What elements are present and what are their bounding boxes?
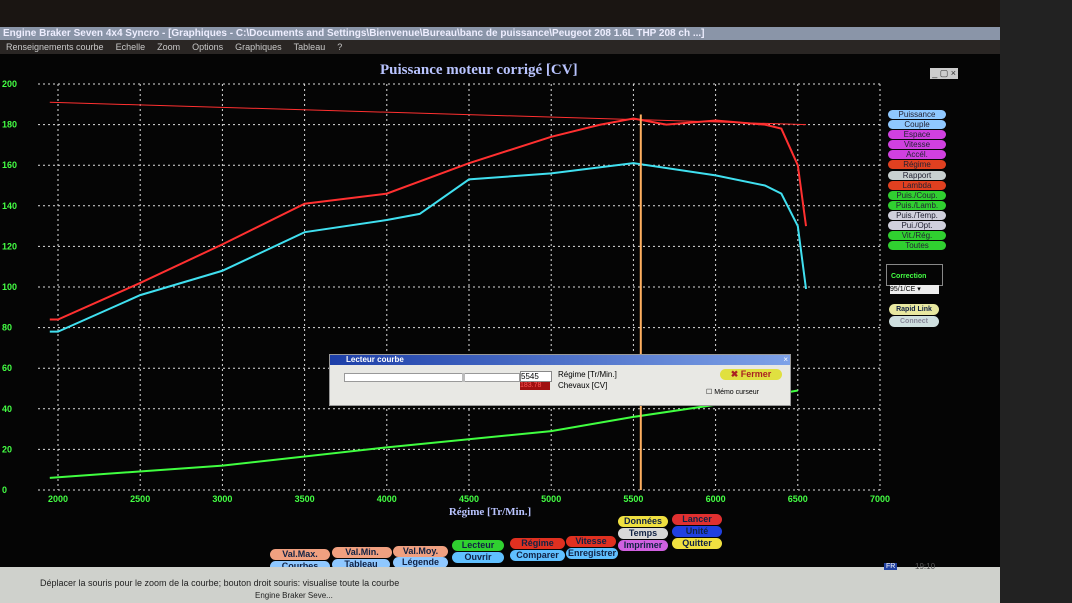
y-tick-label: 120 [2, 241, 17, 251]
button-valmin[interactable]: Val.Min. [332, 547, 392, 558]
legend-button-12[interactable]: Vit./Rég. [888, 231, 946, 241]
button-vitesse[interactable]: Vitesse [566, 536, 616, 547]
memo-cursor-checkbox[interactable]: ☐ Mémo curseur [706, 389, 759, 396]
x-tick-label: 6000 [706, 494, 726, 504]
legend-button-8[interactable]: Puis./Coup. [888, 190, 946, 200]
y-tick-label: 0 [2, 485, 7, 495]
button-lancer[interactable]: Lancer [672, 514, 722, 525]
series-line-3 [49, 101, 807, 126]
curve-reader-dialog: Lecteur courbe × 5545 Régime [Tr/Min.] 1… [329, 354, 791, 406]
y-tick-label: 100 [2, 282, 17, 292]
menu-graphiques[interactable]: Graphiques [235, 42, 282, 52]
legend-button-5[interactable]: Régime [888, 160, 946, 170]
button-rgime[interactable]: Régime [510, 538, 565, 549]
x-tick-label: 4500 [459, 494, 479, 504]
menu-zoom[interactable]: Zoom [157, 42, 181, 52]
correction-select[interactable]: 95/1/CE ▾ [890, 285, 939, 294]
menu-echelle[interactable]: Echelle [115, 42, 146, 52]
legend-button-0[interactable]: Puissance [888, 110, 946, 119]
y-tick-label: 20 [2, 444, 12, 454]
chevaux-label: Chevaux [CV] [558, 381, 608, 390]
legend-button-11[interactable]: Pui./Opt. [888, 221, 946, 231]
fermer-label: Fermer [740, 369, 772, 379]
status-hint: Déplacer la souris pour le zoom de la co… [40, 578, 400, 588]
x-tick-label: 4000 [377, 494, 397, 504]
clock: 19:10 [915, 562, 936, 571]
x-tick-label: 3000 [212, 494, 232, 504]
regime-label: Régime [Tr/Min.] [558, 370, 617, 379]
legend-button-7[interactable]: Lambda [888, 180, 946, 190]
x-tick-label: 2000 [48, 494, 68, 504]
taskbar-item[interactable]: Engine Braker Seve... [255, 591, 333, 600]
button-comparer[interactable]: Comparer [510, 550, 565, 561]
chart-plot[interactable]: 2000 2500 3000 3500 4000 4500 5000 5500 6000 6500… [0, 54, 1000, 576]
close-icon: ✖ [730, 369, 741, 379]
menu-bar: Renseignements courbe Echelle Zoom Options G… [0, 40, 1000, 54]
series-line-1 [49, 162, 808, 333]
correction-value: 95/1/CE [890, 286, 916, 293]
button-courbes[interactable]: Courbes [270, 561, 330, 572]
legend-button-3[interactable]: Vitesse [888, 140, 946, 150]
menu-tableau[interactable]: Tableau [293, 42, 326, 52]
legend-button-13[interactable]: Toutes [888, 241, 946, 251]
x-tick-label: 5500 [623, 494, 643, 504]
series-line-0 [49, 117, 808, 321]
x-tick-label: 2500 [130, 494, 150, 504]
y-tick-label: 180 [2, 120, 17, 130]
window-title-bar: Engine Braker Seven 4x4 Syncro - [Graphi… [0, 27, 1003, 40]
x-tick-label: 6500 [788, 494, 808, 504]
button-ouvrir[interactable]: Ouvrir [452, 552, 504, 563]
button-tableau[interactable]: Tableau [332, 559, 390, 570]
y-tick-label: 160 [2, 160, 17, 170]
status-strip [0, 567, 1000, 576]
memo-label: Mémo curseur [714, 389, 759, 396]
language-indicator[interactable]: FR [884, 563, 898, 570]
y-tick-label: 80 [2, 323, 12, 333]
button-imprimer[interactable]: Imprimer [618, 540, 668, 551]
legend: Puissance Couple Espace Vitesse Accél. Régime… [888, 110, 946, 251]
button-enregistrer[interactable]: Enregistrer [566, 548, 618, 559]
dialog-title: Lecteur courbe [330, 355, 790, 365]
menu-help[interactable]: ? [337, 42, 343, 52]
menu-renseignements[interactable]: Renseignements courbe [6, 42, 104, 52]
button-lgende[interactable]: Légende [393, 557, 448, 568]
chevaux-value: 183.78 [520, 382, 550, 390]
dialog-close-icon[interactable]: × [783, 355, 788, 364]
monitor-bezel [1000, 0, 1072, 603]
slider-thumb[interactable] [462, 373, 465, 382]
legend-button-6[interactable]: Rapport [888, 170, 946, 180]
correction-group: Correction 95/1/CE ▾ [886, 264, 943, 294]
y-tick-label: 40 [2, 404, 12, 414]
y-tick-label: 60 [2, 363, 12, 373]
graph-window: _ ▢ × Puissance moteur corrigé [CV] 2000… [0, 54, 1000, 576]
fermer-button[interactable]: ✖ Fermer [720, 369, 782, 380]
x-tick-label: 7000 [870, 494, 890, 504]
correction-label: Correction [891, 273, 927, 280]
legend-button-2[interactable]: Espace [888, 130, 946, 140]
x-tick-label: 3500 [295, 494, 315, 504]
menu-options[interactable]: Options [192, 42, 224, 52]
connect-button[interactable]: Connect [889, 316, 939, 327]
button-temps[interactable]: Temps [618, 528, 668, 539]
chart-title: Puissance moteur corrigé [CV] [380, 62, 578, 78]
x-tick-label: 5000 [541, 494, 561, 504]
window-controls[interactable]: _ ▢ × [930, 68, 958, 79]
status-bar: Déplacer la souris pour le zoom de la co… [0, 576, 1000, 603]
legend-button-10[interactable]: Puis./Temp. [888, 210, 946, 220]
regime-value: 5545 [520, 371, 552, 382]
button-valmoy[interactable]: Val.Moy. [393, 546, 448, 557]
rapid-link-button[interactable]: Rapid Link [889, 304, 939, 315]
button-valmax[interactable]: Val.Max. [270, 549, 330, 560]
x-axis-label: Régime [Tr/Min.] [449, 506, 531, 518]
button-quitter[interactable]: Quitter [672, 538, 722, 549]
button-lecteur[interactable]: Lecteur [452, 540, 504, 551]
legend-button-4[interactable]: Accél. [888, 150, 946, 160]
button-donnes[interactable]: Données [618, 516, 668, 527]
legend-button-9[interactable]: Puis./Lamb. [888, 200, 946, 210]
regime-slider[interactable] [344, 373, 520, 382]
y-tick-label: 140 [2, 201, 17, 211]
y-tick-label: 200 [2, 79, 17, 89]
legend-button-1[interactable]: Couple [888, 120, 946, 130]
button-unit[interactable]: Unité [672, 526, 722, 537]
